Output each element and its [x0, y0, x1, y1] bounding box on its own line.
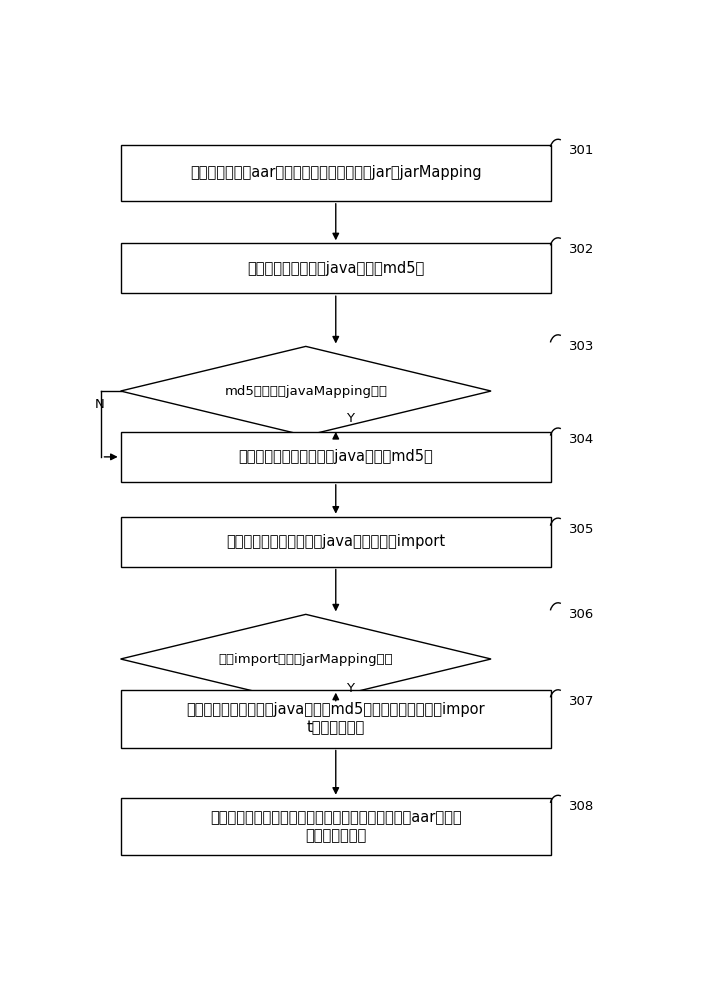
- FancyBboxPatch shape: [121, 145, 551, 201]
- Text: 306: 306: [569, 608, 594, 621]
- Text: 302: 302: [569, 243, 594, 256]
- FancyBboxPatch shape: [121, 243, 551, 293]
- Text: 301: 301: [569, 144, 594, 157]
- FancyBboxPatch shape: [121, 690, 551, 748]
- Text: 307: 307: [569, 695, 594, 708]
- FancyBboxPatch shape: [121, 432, 551, 482]
- Text: md5值存在于javaMapping中？: md5值存在于javaMapping中？: [224, 385, 387, 398]
- Text: 在业务模块生成aar文件的过程中，生成索引jar的jarMapping: 在业务模块生成aar文件的过程中，生成索引jar的jarMapping: [190, 165, 482, 180]
- Polygon shape: [121, 346, 491, 436]
- Text: 303: 303: [569, 340, 594, 353]
- Text: 所有import存在于jarMapping中？: 所有import存在于jarMapping中？: [219, 652, 393, 666]
- Text: Y: Y: [346, 412, 354, 425]
- Text: 获取所述存在映射关系的java文件的所有import: 获取所述存在映射关系的java文件的所有import: [226, 534, 445, 549]
- Polygon shape: [121, 614, 491, 704]
- Text: 308: 308: [569, 800, 594, 813]
- Text: 将所述存在映射关系的java文件的md5值以及所获取的所有impor
t存储至配置区: 将所述存在映射关系的java文件的md5值以及所获取的所有impor t存储至配…: [186, 702, 485, 735]
- Text: 将所述配置区生成的配置文件和所述业务模块生成的aar文件输
出至默认目录下: 将所述配置区生成的配置文件和所述业务模块生成的aar文件输 出至默认目录下: [210, 810, 462, 843]
- FancyBboxPatch shape: [121, 517, 551, 567]
- Text: N: N: [94, 398, 104, 411]
- Text: Y: Y: [346, 682, 354, 695]
- FancyBboxPatch shape: [121, 798, 551, 855]
- Text: 304: 304: [569, 433, 594, 446]
- Text: 获取下一存在映射关系的java文件的md5值: 获取下一存在映射关系的java文件的md5值: [238, 449, 433, 464]
- Text: 305: 305: [569, 523, 594, 536]
- Text: 获取存在映射关系的java文件的md5值: 获取存在映射关系的java文件的md5值: [247, 261, 425, 276]
